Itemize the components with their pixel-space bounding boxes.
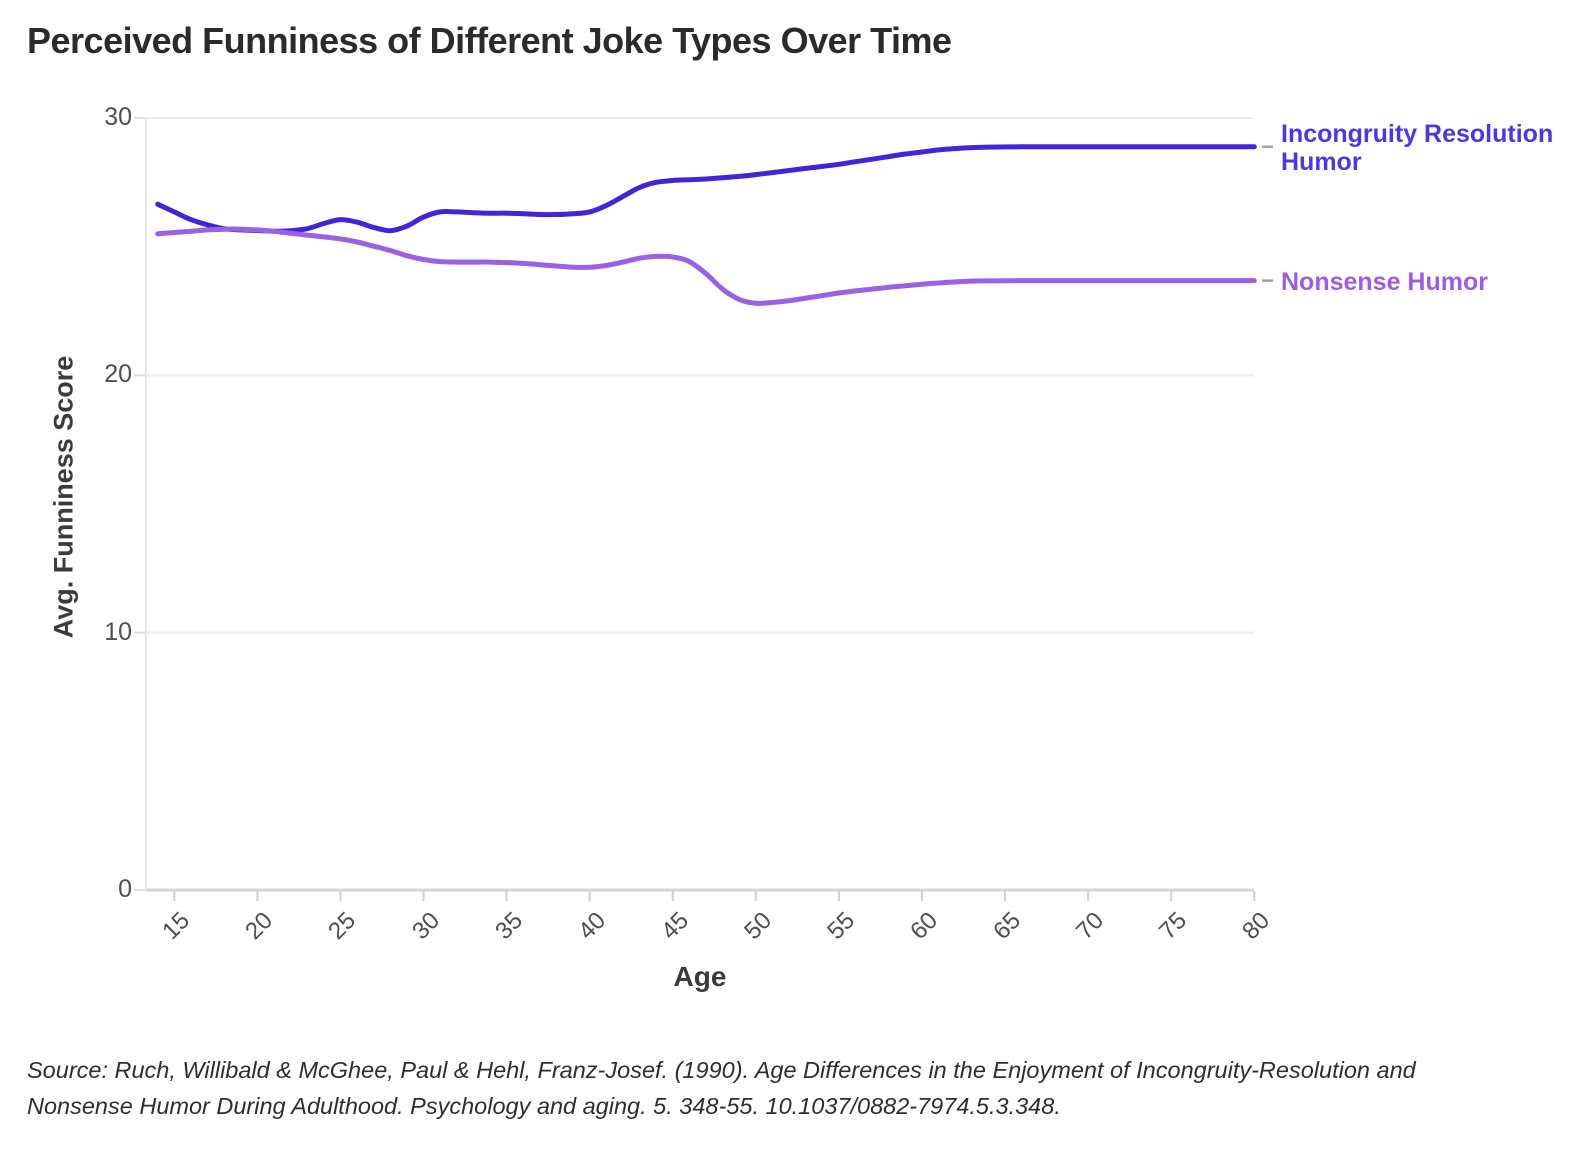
chart-canvas: 0 10 20 30 15 20 25 30 35 40 45 50 55 60 65 70 75 80 Avg.… — [48, 103, 1554, 992]
x-tick-label-35: 35 — [489, 907, 528, 945]
x-tick-label-70: 70 — [1071, 907, 1110, 945]
source-citation: Source: Ruch, Willibald & McGhee, Paul &… — [27, 1052, 1557, 1125]
y-tick-label-0: 0 — [118, 875, 132, 903]
x-tick-label-60: 60 — [905, 907, 944, 945]
x-tick-label-30: 30 — [406, 907, 445, 945]
x-tick-label-55: 55 — [822, 907, 860, 945]
line-chart-plot — [134, 117, 1273, 901]
source-line-1: Source: Ruch, Willibald & McGhee, Paul &… — [27, 1057, 1416, 1083]
y-axis-title: Avg. Funniness Score — [48, 355, 79, 639]
y-tick-label-30: 30 — [104, 103, 132, 131]
x-axis-title: Age — [673, 961, 727, 992]
x-tick-label-40: 40 — [572, 907, 611, 945]
axis-tick-labels: 0 10 20 30 15 20 25 30 35 40 45 50 55 60 65 70 75 80 — [104, 103, 1276, 945]
x-tick-label-65: 65 — [988, 907, 1027, 945]
x-tick-label-20: 20 — [240, 907, 279, 945]
series-line-0 — [155, 144, 1257, 234]
x-tick-label-75: 75 — [1154, 907, 1193, 945]
x-tick-label-80: 80 — [1237, 907, 1276, 945]
x-tick-label-15: 15 — [157, 907, 196, 945]
x-tick-label-50: 50 — [738, 907, 777, 945]
y-tick-label-10: 10 — [104, 617, 132, 646]
y-tick-label-20: 20 — [104, 360, 132, 389]
series-line-1 — [155, 226, 1257, 306]
series-label-incongruity-resolution-humor: Incongruity Resolution Humor — [1281, 120, 1554, 176]
x-tick-label-25: 25 — [323, 907, 362, 945]
source-line-2: Nonsense Humor During Adulthood. Psychol… — [27, 1093, 1061, 1120]
x-tick-label-45: 45 — [655, 907, 694, 945]
chart-title: Perceived Funniness of Different Joke Ty… — [27, 20, 952, 61]
series-label-nonsense-humor: Nonsense Humor — [1281, 268, 1488, 296]
